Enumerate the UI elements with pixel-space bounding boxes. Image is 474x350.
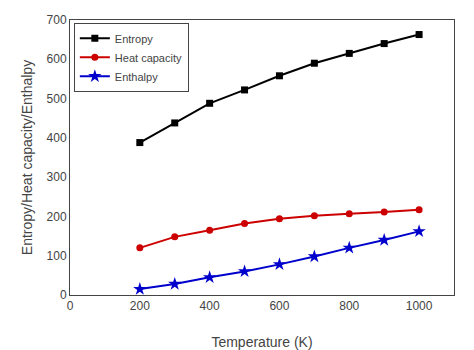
svg-text:Heat capacity: Heat capacity (115, 52, 182, 64)
svg-text:Entropy/Heat capacity/Enthalpy: Entropy/Heat capacity/Enthalpy (19, 60, 35, 255)
svg-text:200: 200 (47, 210, 67, 224)
svg-text:400: 400 (47, 131, 67, 145)
svg-text:1000: 1000 (406, 299, 433, 313)
svg-text:Enthalpy: Enthalpy (115, 71, 158, 83)
svg-text:600: 600 (47, 52, 67, 66)
svg-text:600: 600 (269, 299, 289, 313)
svg-text:Entropy: Entropy (115, 33, 153, 45)
svg-text:100: 100 (47, 249, 67, 263)
svg-text:0: 0 (67, 299, 74, 313)
svg-text:800: 800 (339, 299, 359, 313)
svg-text:0: 0 (60, 288, 67, 302)
svg-text:300: 300 (47, 170, 67, 184)
svg-text:500: 500 (47, 92, 67, 106)
svg-text:200: 200 (130, 299, 150, 313)
svg-text:Temperature (K): Temperature (K) (211, 334, 312, 350)
svg-text:700: 700 (47, 13, 67, 27)
svg-text:400: 400 (200, 299, 220, 313)
